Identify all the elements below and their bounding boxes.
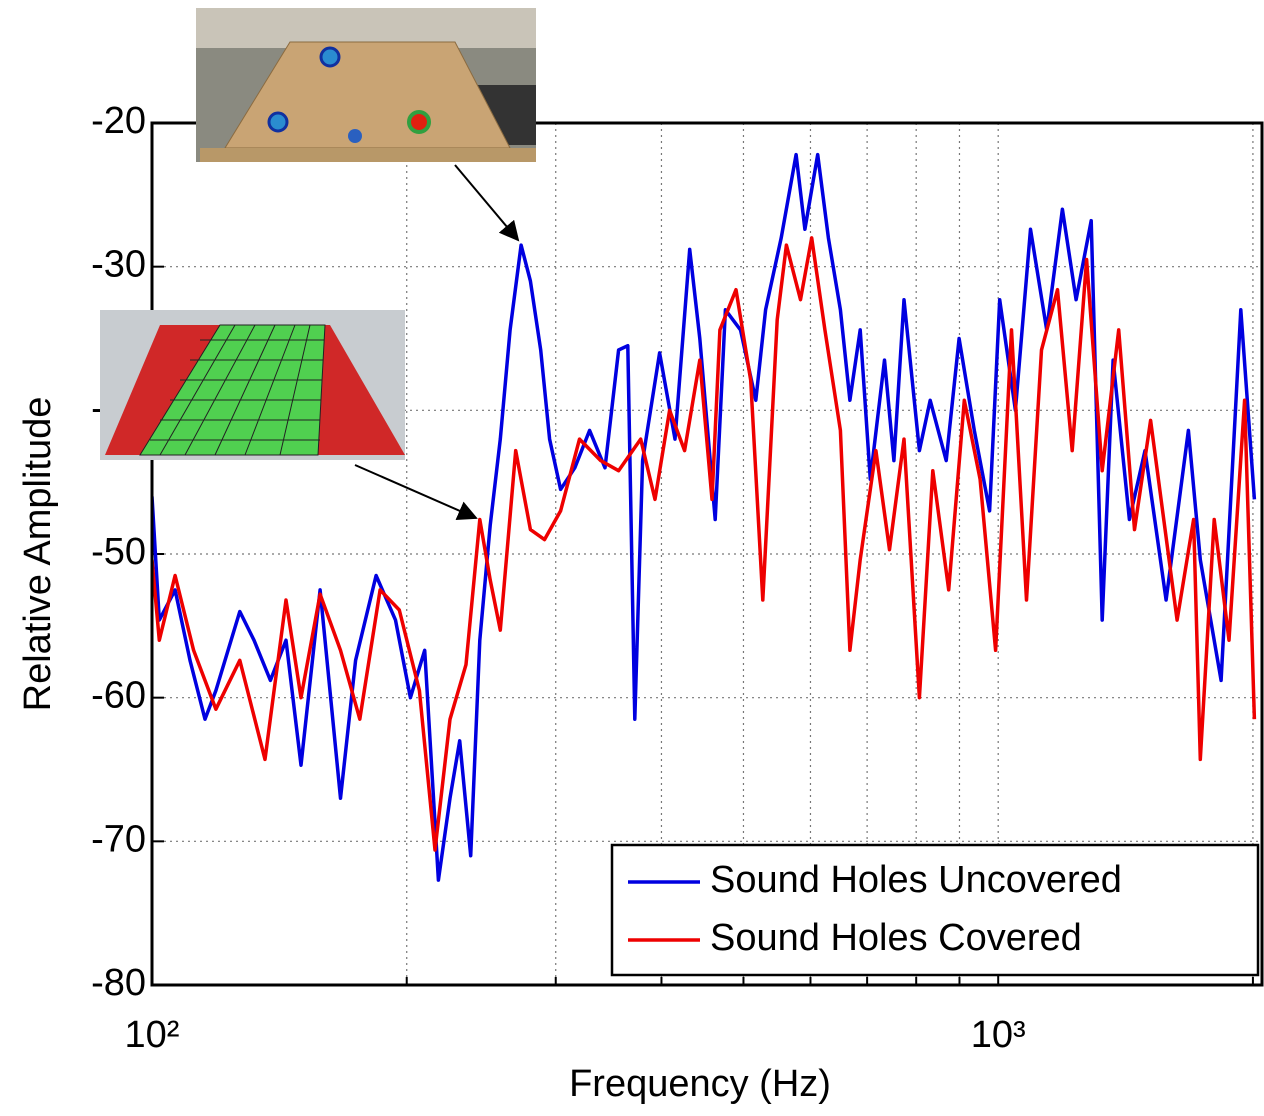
legend: Sound Holes Uncovered Sound Holes Covered (610, 843, 1260, 977)
y-tick-label: -70 (91, 818, 146, 860)
inset-shelf (200, 148, 536, 162)
inset-photo-left (100, 310, 405, 460)
legend-label: Sound Holes Covered (710, 917, 1082, 959)
inset-hole (407, 110, 431, 134)
legend-label: Sound Holes Uncovered (710, 859, 1122, 901)
inset-hole (267, 111, 289, 133)
y-axis-label: Relative Amplitude (17, 397, 59, 712)
y-tick-label: -60 (91, 675, 146, 717)
y-tick-label: -80 (91, 962, 146, 1004)
inset-wall (196, 8, 536, 48)
inset-photo-top (196, 8, 536, 162)
inset-hole (319, 46, 341, 68)
x-tick-label: 10³ (971, 1014, 1026, 1056)
inset-board-green (140, 325, 325, 455)
inset-hole (348, 129, 362, 143)
y-tick-label: -50 (91, 531, 146, 573)
x-axis-label: Frequency (Hz) (569, 1063, 831, 1105)
plot-frame (150, 121, 1264, 987)
y-tick-label: -20 (91, 100, 146, 142)
arrow (354, 464, 478, 520)
inset-mesh (139, 324, 326, 456)
data-line (152, 236, 1257, 852)
x-tick-label: 10² (125, 1014, 180, 1056)
y-tick-label: -30 (91, 244, 146, 286)
arrow (454, 164, 520, 242)
legend-box (610, 843, 1260, 977)
data-line (152, 152, 1257, 882)
overlay: Sound Holes Uncovered Sound Holes Covered (100, 8, 1264, 987)
